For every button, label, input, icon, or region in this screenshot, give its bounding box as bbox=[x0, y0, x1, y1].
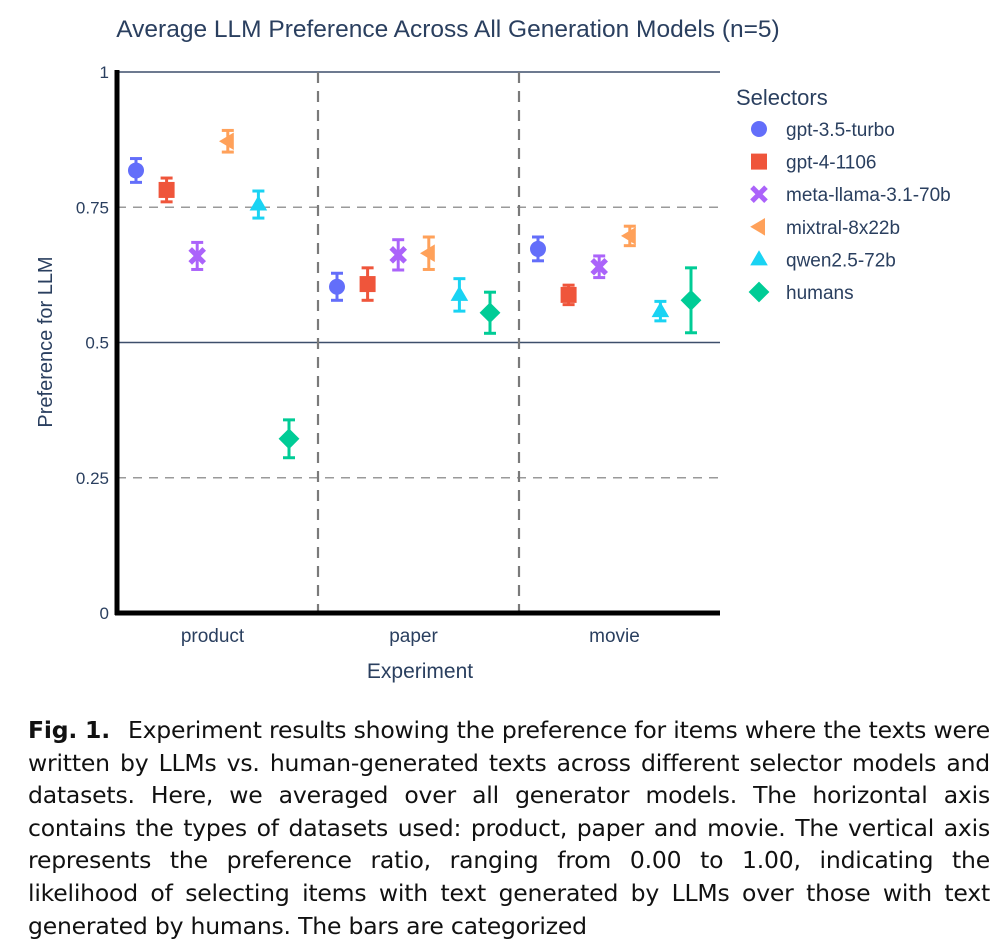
data-point bbox=[420, 244, 435, 263]
data-point bbox=[158, 181, 175, 198]
x-tick-label: paper bbox=[389, 626, 438, 647]
y-tick-label: 0 bbox=[100, 604, 109, 623]
data-point bbox=[680, 289, 702, 311]
data-point bbox=[560, 286, 577, 303]
legend-marker bbox=[750, 250, 768, 266]
data-point bbox=[530, 240, 546, 257]
figure-caption: Fig. 1. Experiment results showing the pr… bbox=[28, 714, 990, 942]
chart: Average LLM Preference Across All Genera… bbox=[35, 16, 951, 683]
legend: Selectors gpt-3.5-turbo gpt-4-1106 meta-ll… bbox=[736, 85, 951, 304]
data-point bbox=[590, 257, 608, 276]
legend-label: meta-llama-3.1-70b bbox=[786, 185, 951, 206]
data-point bbox=[249, 195, 268, 211]
plot-area: 0 0.25 0.5 0.75 1 product paper movie bbox=[76, 63, 720, 647]
y-tick-label: 0.75 bbox=[76, 198, 109, 217]
x-tick-label: product bbox=[181, 626, 245, 647]
legend-label: qwen2.5-72b bbox=[786, 250, 896, 271]
data-point bbox=[278, 428, 300, 450]
y-tick-label: 1 bbox=[100, 63, 109, 82]
data-point bbox=[188, 247, 206, 265]
x-tick-label: movie bbox=[589, 626, 640, 647]
legend-title: Selectors bbox=[736, 85, 828, 110]
data-point bbox=[651, 301, 670, 318]
data-point bbox=[621, 227, 636, 245]
legend-marker bbox=[750, 218, 765, 236]
y-tick-label: 0.25 bbox=[76, 469, 109, 488]
data-point bbox=[329, 278, 345, 295]
caption-label: Fig. 1. bbox=[28, 716, 110, 744]
legend-marker bbox=[748, 281, 770, 303]
legend-marker bbox=[750, 185, 768, 203]
legend-label: gpt-4-1106 bbox=[786, 153, 877, 174]
data-point bbox=[128, 162, 144, 179]
data-point bbox=[389, 246, 407, 264]
caption-text: Experiment results showing the preferenc… bbox=[28, 716, 990, 940]
y-tick-label: 0.5 bbox=[85, 334, 109, 353]
data-point bbox=[359, 276, 376, 293]
data-point bbox=[479, 302, 501, 324]
legend-marker bbox=[751, 121, 767, 137]
y-axis-title: Preference for LLM bbox=[35, 256, 57, 427]
data-point bbox=[450, 285, 469, 301]
data-point bbox=[219, 132, 234, 151]
x-axis-title: Experiment bbox=[367, 660, 473, 683]
legend-label: mixtral-8x22b bbox=[786, 218, 900, 239]
legend-label: humans bbox=[786, 283, 854, 304]
legend-marker bbox=[751, 153, 767, 170]
chart-title: Average LLM Preference Across All Genera… bbox=[116, 16, 779, 43]
legend-label: gpt-3.5-turbo bbox=[786, 120, 895, 141]
